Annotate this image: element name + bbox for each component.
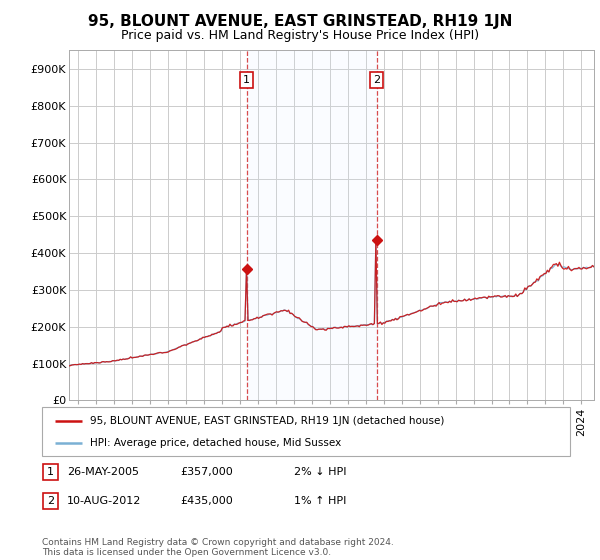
Text: 2: 2: [47, 496, 54, 506]
Text: £435,000: £435,000: [180, 496, 233, 506]
Text: 95, BLOUNT AVENUE, EAST GRINSTEAD, RH19 1JN: 95, BLOUNT AVENUE, EAST GRINSTEAD, RH19 …: [88, 14, 512, 29]
Text: 26-MAY-2005: 26-MAY-2005: [67, 467, 139, 477]
Text: Price paid vs. HM Land Registry's House Price Index (HPI): Price paid vs. HM Land Registry's House …: [121, 29, 479, 42]
Text: 1: 1: [243, 75, 250, 85]
Text: 10-AUG-2012: 10-AUG-2012: [67, 496, 142, 506]
Text: 2% ↓ HPI: 2% ↓ HPI: [294, 467, 347, 477]
Text: 1: 1: [47, 467, 54, 477]
FancyBboxPatch shape: [43, 464, 58, 480]
Text: £357,000: £357,000: [180, 467, 233, 477]
Text: 1% ↑ HPI: 1% ↑ HPI: [294, 496, 346, 506]
FancyBboxPatch shape: [42, 407, 570, 456]
Text: 95, BLOUNT AVENUE, EAST GRINSTEAD, RH19 1JN (detached house): 95, BLOUNT AVENUE, EAST GRINSTEAD, RH19 …: [89, 416, 444, 426]
Text: Contains HM Land Registry data © Crown copyright and database right 2024.
This d: Contains HM Land Registry data © Crown c…: [42, 538, 394, 557]
Text: HPI: Average price, detached house, Mid Sussex: HPI: Average price, detached house, Mid …: [89, 438, 341, 448]
FancyBboxPatch shape: [43, 493, 58, 509]
Bar: [247, 50, 377, 400]
Text: 2: 2: [373, 75, 380, 85]
